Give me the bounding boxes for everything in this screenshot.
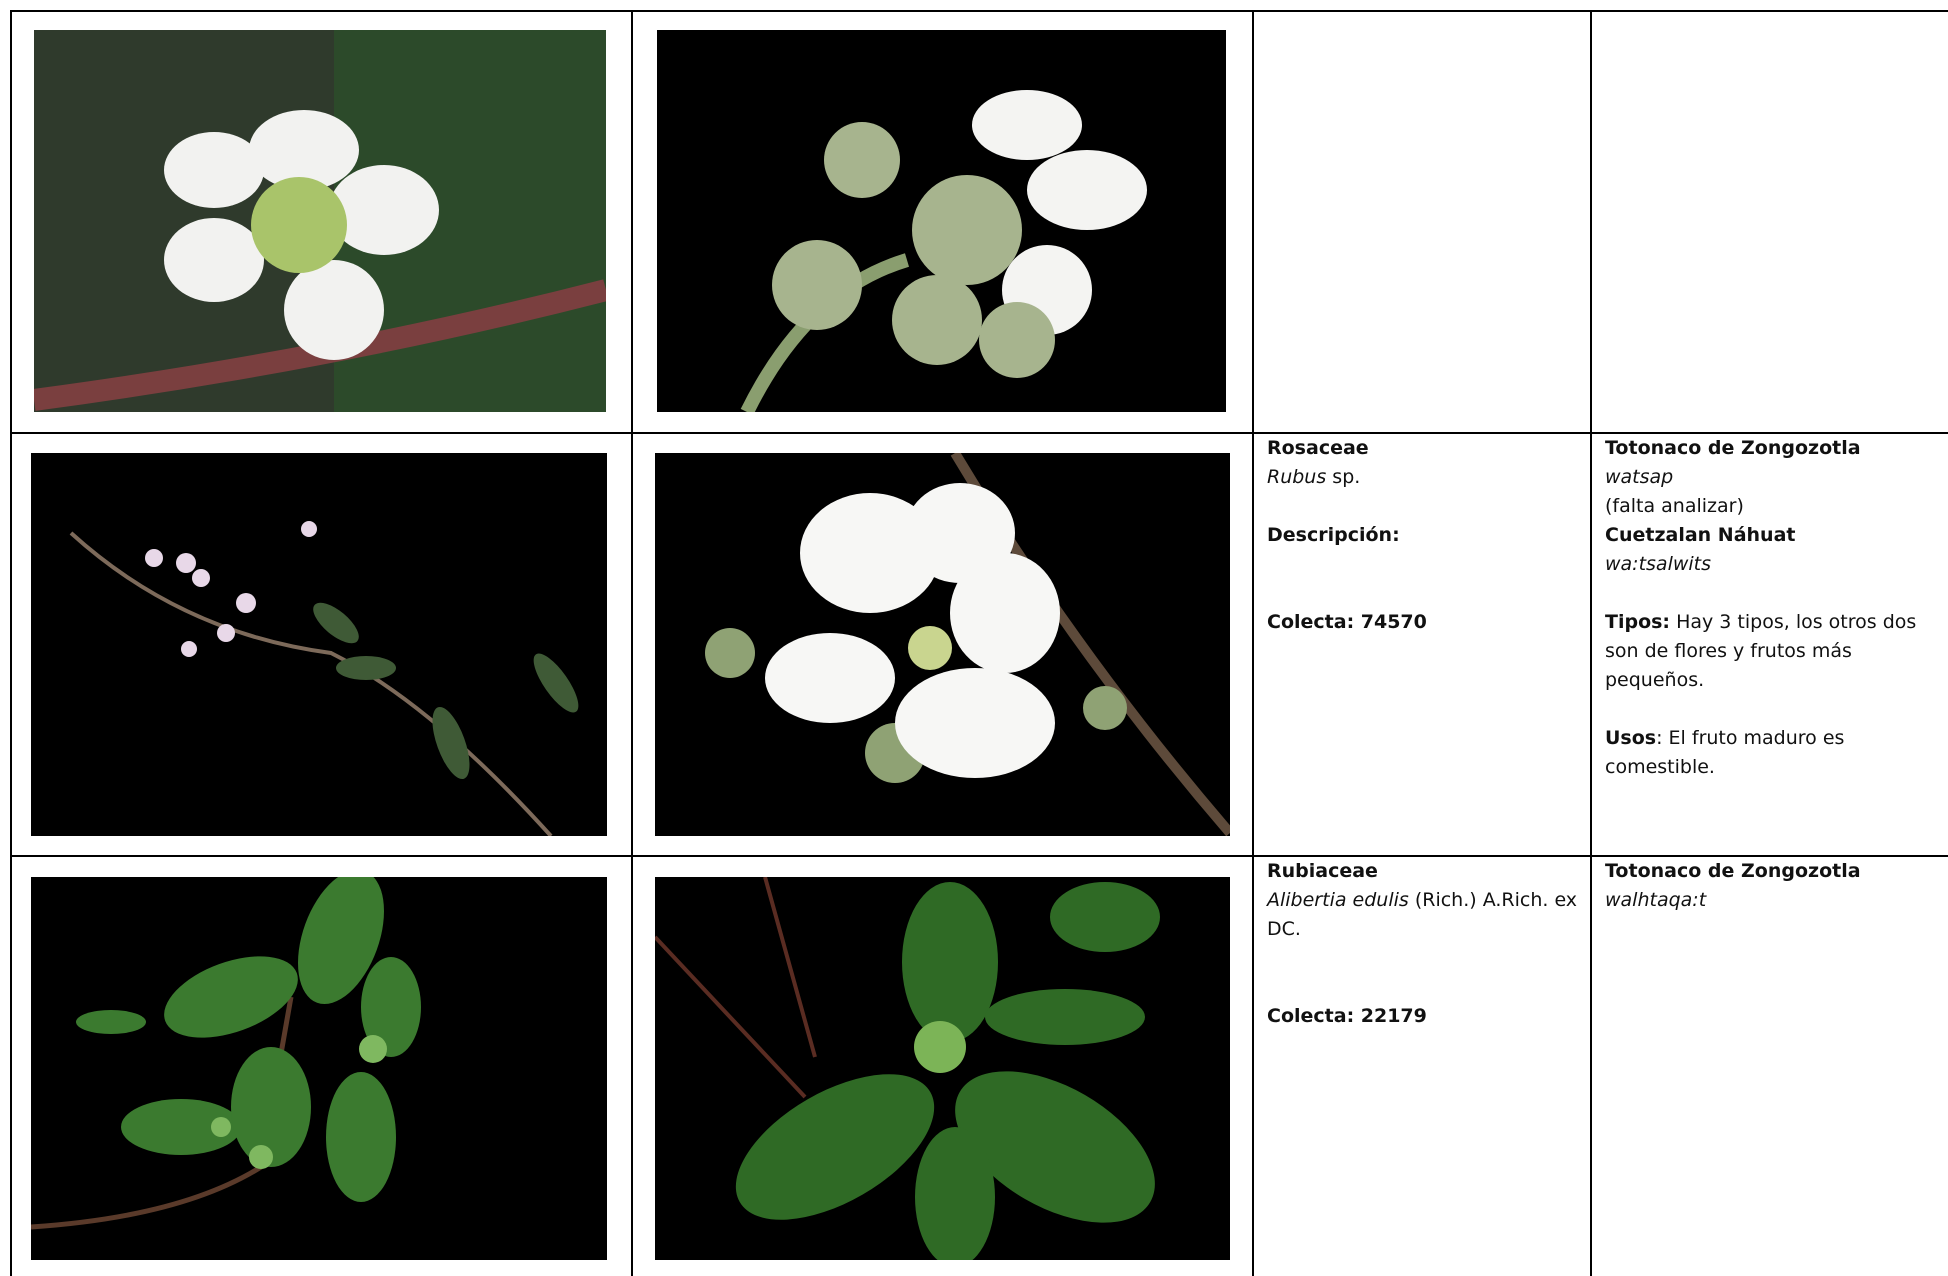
family: Rubiaceae (1267, 860, 1378, 882)
language: Cuetzalan Náhuat (1605, 524, 1796, 546)
cell-border (1252, 10, 1254, 1276)
photo (657, 30, 1226, 412)
note: (falta analizar) (1605, 495, 1744, 517)
language: Totonaco de Zongozotla (1605, 860, 1861, 882)
collection: Colecta: 22179 (1267, 1005, 1427, 1027)
cell-border (631, 10, 633, 1276)
photo (34, 30, 606, 412)
authority: sp. (1332, 466, 1361, 488)
taxon-cell: Rosaceae Rubus sp. Descripción: Colecta:… (1267, 434, 1587, 637)
authority: (Rich.) A.Rich. ex DC. (1267, 889, 1578, 940)
cell-border (10, 10, 12, 1276)
taxon-cell: Rubiaceae Alibertia edulis (Rich.) A.Ric… (1267, 857, 1587, 1031)
photo (31, 453, 607, 836)
photo (655, 453, 1230, 836)
common-name: watsap (1605, 466, 1674, 488)
types-label: Tipos: (1605, 611, 1671, 633)
photo (31, 877, 607, 1260)
common-name: wa:tsalwits (1605, 553, 1712, 575)
genus: Rubus (1267, 466, 1327, 488)
cell-border (10, 855, 1948, 857)
cell-border (1590, 10, 1592, 1276)
names-cell: Totonaco de Zongozotla walhtaqa:t (1605, 857, 1925, 915)
genus: Alibertia edulis (1267, 889, 1409, 911)
photo (655, 877, 1230, 1260)
family: Rosaceae (1267, 437, 1369, 459)
cell-border (10, 10, 1948, 12)
cell-border (10, 432, 1948, 434)
description-label: Descripción: (1267, 524, 1400, 546)
collection: Colecta: 74570 (1267, 611, 1427, 633)
uses-label: Usos (1605, 727, 1657, 749)
types-text: Hay 3 tipos, los otros dos son de flores… (1605, 611, 1917, 691)
common-name: walhtaqa:t (1605, 889, 1707, 911)
names-cell: Totonaco de Zongozotla watsap (falta ana… (1605, 434, 1925, 782)
uses-text: : El fruto maduro es comestible. (1605, 727, 1845, 778)
language: Totonaco de Zongozotla (1605, 437, 1861, 459)
